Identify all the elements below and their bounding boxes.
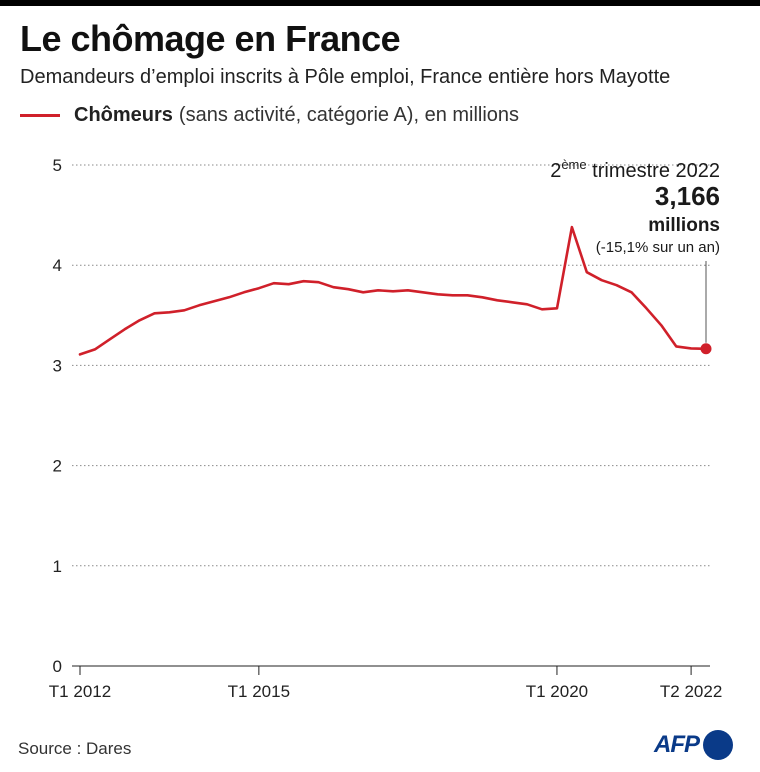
y-tick-label-4: 4	[53, 256, 62, 275]
annotation-value: 3,166	[655, 181, 720, 211]
series-layer	[78, 225, 712, 356]
chart-title: Le chômage en France	[20, 18, 401, 59]
source-note: Source : Dares	[18, 739, 132, 758]
y-tick-label-5: 5	[53, 156, 62, 175]
chart-subtitle: Demandeurs d’emploi inscrits à Pôle empl…	[20, 66, 671, 88]
y-tick-label-1: 1	[53, 557, 62, 576]
legend: Chômeurs (sans activité, catégorie A), e…	[20, 104, 519, 127]
legend-series-name: Chômeurs	[74, 104, 173, 126]
annotation-change: (-15,1% sur un an)	[596, 239, 720, 256]
series-line-chomeurs	[78, 225, 708, 356]
afp-logo: AFP	[654, 730, 733, 760]
x-axis	[72, 665, 710, 675]
x-tick-label-41: T2 2022	[660, 682, 722, 701]
y-tick-label-2: 2	[53, 457, 62, 476]
annotation-period-suffix: trimestre 2022	[587, 160, 720, 182]
x-tick-labels: T1 2012 T1 2015 T1 2020 T2 2022	[49, 682, 722, 701]
y-axis: 0 1 2 3 4 5	[53, 156, 62, 676]
y-tick-label-0: 0	[53, 657, 62, 676]
annotation: 2ème trimestre 2022 3,166 millions (-15,…	[550, 157, 720, 343]
legend-swatch	[20, 114, 60, 117]
legend-series-desc: (sans activité, catégorie A), en million…	[178, 104, 520, 126]
x-tick-label-32: T1 2020	[526, 682, 588, 701]
highlight-point	[700, 343, 712, 355]
annotation-period: 2ème trimestre 2022	[550, 157, 720, 182]
afp-logo-text: AFP	[654, 731, 700, 758]
x-tick-label-0: T1 2012	[49, 682, 111, 701]
y-tick-label-3: 3	[53, 356, 62, 375]
x-tick-label-12: T1 2015	[228, 682, 290, 701]
top-rule	[0, 0, 760, 6]
annotation-unit: millions	[648, 215, 720, 236]
grid-layer	[72, 164, 710, 567]
annotation-period-prefix: 2	[550, 160, 561, 182]
afp-logo-dot	[703, 730, 733, 760]
annotation-period-sup: ème	[561, 157, 586, 172]
